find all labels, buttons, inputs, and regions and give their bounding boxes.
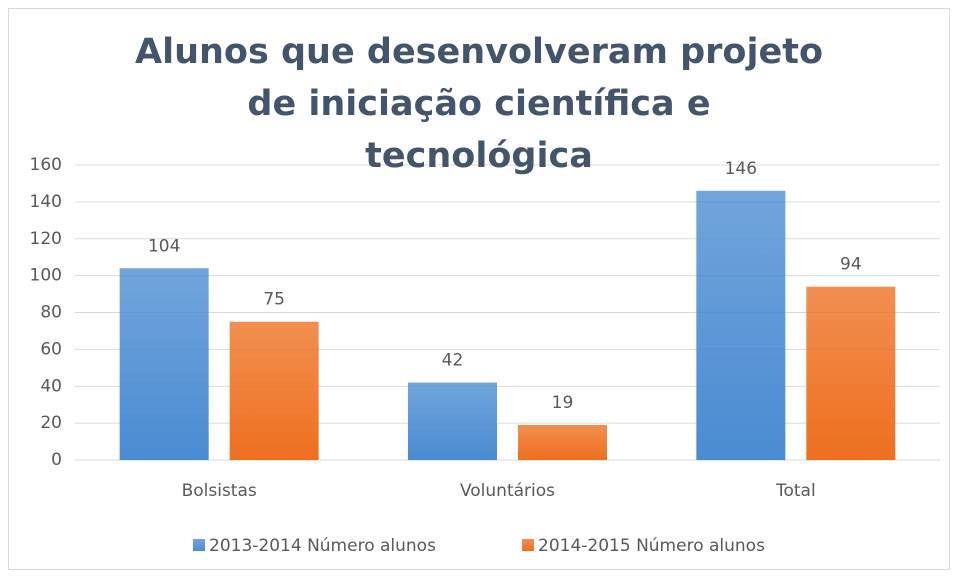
y-tick-label: 100	[30, 266, 62, 286]
y-tick-label: 140	[30, 192, 62, 212]
bar	[696, 190, 786, 460]
y-tick-label: 20	[40, 413, 62, 433]
x-tick-label: Total	[775, 481, 816, 501]
x-tick-label: Bolsistas	[182, 481, 257, 501]
bar	[408, 382, 497, 460]
y-tick-label: 120	[30, 229, 62, 249]
legend-swatch	[193, 539, 205, 551]
legend-label: 2013-2014 Número alunos	[209, 536, 436, 556]
y-tick-label: 40	[40, 376, 62, 396]
bar	[229, 321, 319, 460]
y-tick-label: 160	[30, 155, 62, 175]
value-label: 75	[263, 290, 285, 310]
y-tick-label: 60	[40, 339, 62, 359]
y-tick-label: 80	[40, 303, 62, 323]
value-label: 42	[442, 351, 464, 371]
value-label: 104	[148, 236, 180, 256]
legend-label: 2014-2015 Número alunos	[538, 536, 765, 556]
value-label: 146	[725, 159, 757, 179]
value-label: 94	[840, 255, 862, 275]
x-tick-label: Voluntários	[460, 481, 555, 501]
bar	[119, 268, 209, 460]
value-label: 19	[552, 393, 574, 413]
chart-title: Alunos que desenvolveram projeto de inic…	[135, 32, 823, 176]
bar	[518, 424, 607, 460]
bar	[806, 286, 896, 460]
y-tick-label: 0	[51, 450, 62, 470]
legend-swatch	[522, 539, 534, 551]
